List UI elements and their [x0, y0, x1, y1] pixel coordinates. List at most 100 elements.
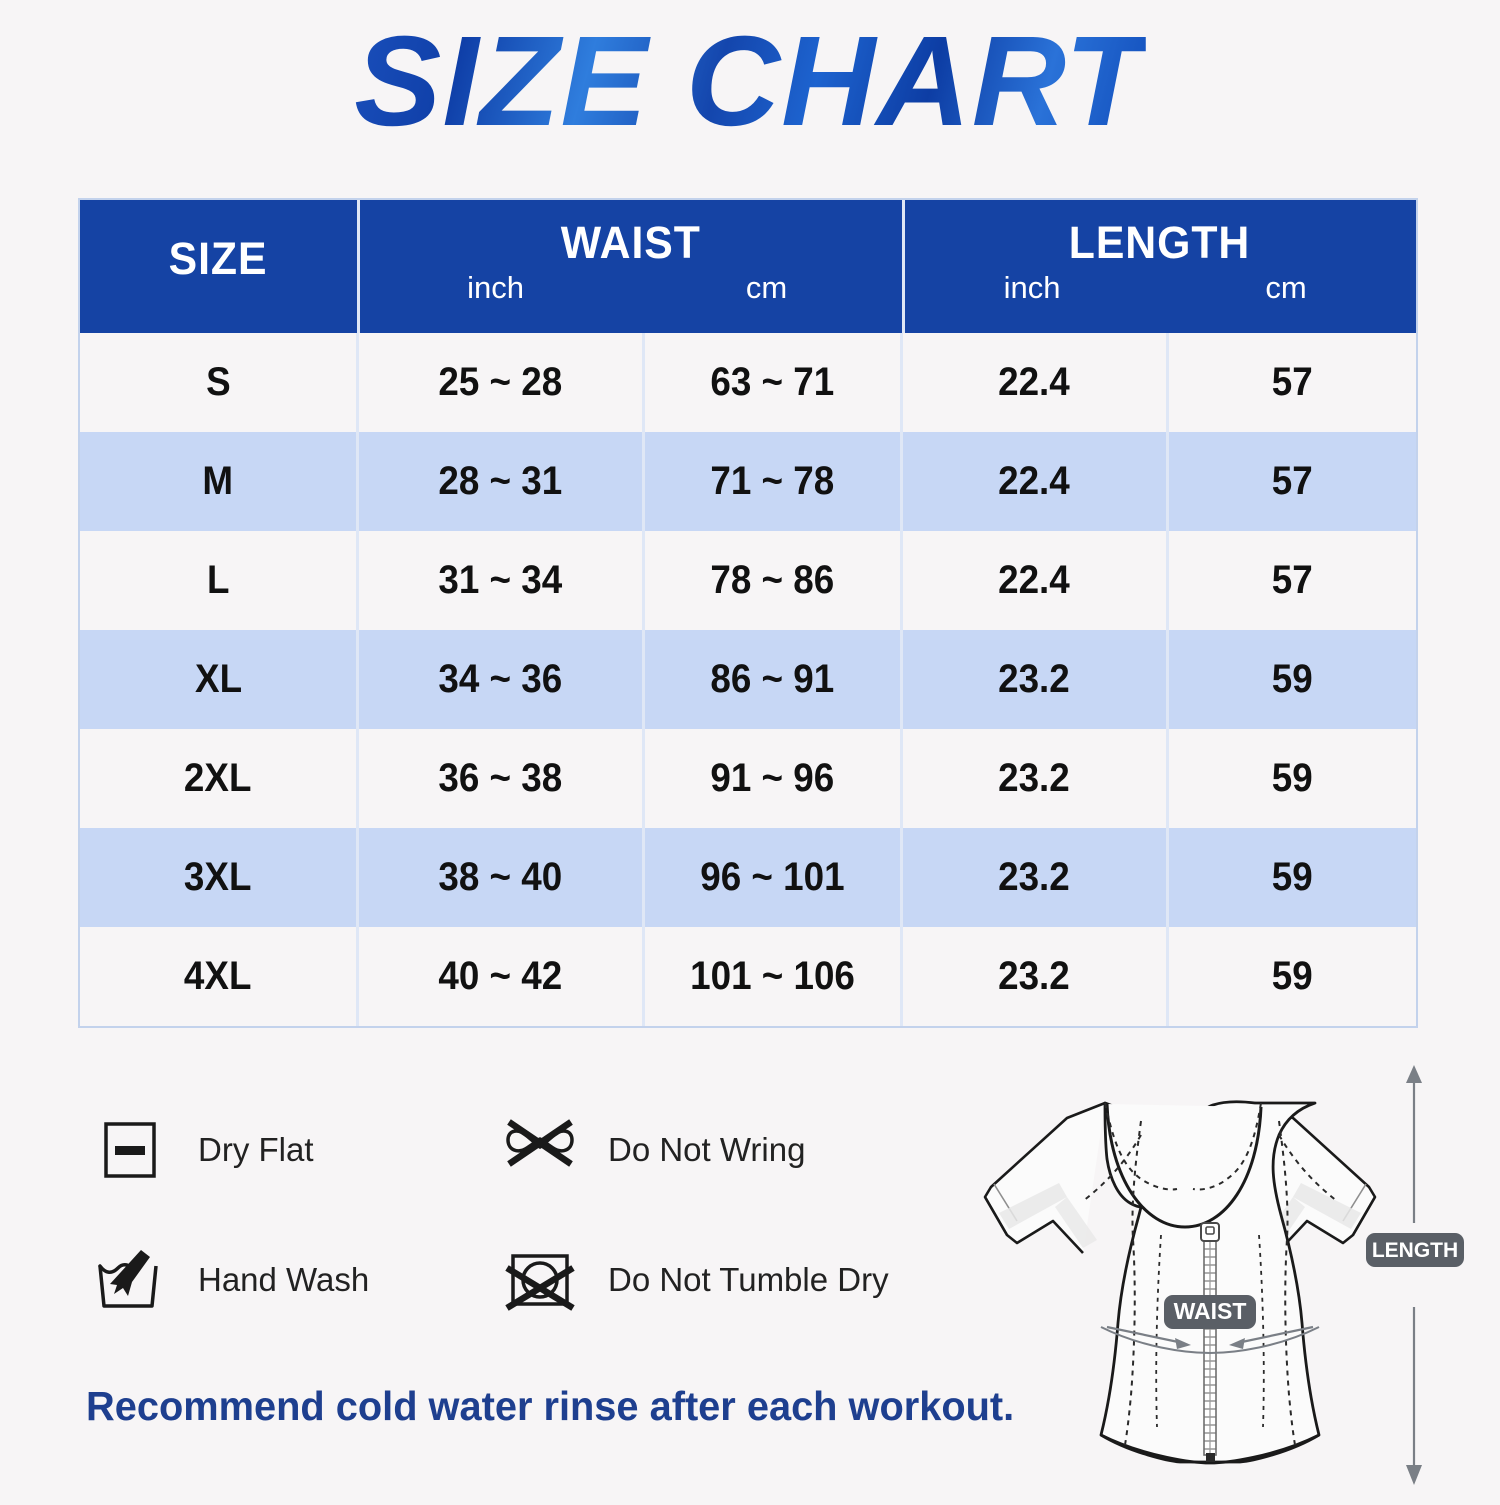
cell-text: 28 ~ 31: [438, 459, 563, 503]
cell-size: S: [80, 333, 360, 432]
cell-length_inch: 22.4: [903, 333, 1169, 432]
cell-text: 63 ~ 71: [710, 360, 835, 404]
cell-text: L: [206, 558, 230, 602]
cell-waist_cm: 78 ~ 86: [645, 531, 903, 630]
cell-text: 91 ~ 96: [710, 756, 835, 800]
cell-waist_cm: 63 ~ 71: [645, 333, 903, 432]
cell-text: 59: [1271, 855, 1313, 899]
cell-waist_inch: 31 ~ 34: [359, 531, 646, 630]
cell-size: 4XL: [80, 927, 360, 1026]
recommendation-note: Recommend cold water rinse after each wo…: [86, 1383, 1015, 1429]
care-item-hand-wash: Hand Wash: [88, 1238, 498, 1322]
cell-length_inch: 23.2: [903, 828, 1169, 927]
cell-text: 22.4: [998, 360, 1070, 404]
care-label-hand-wash: Hand Wash: [198, 1261, 370, 1298]
cell-text: 23.2: [998, 855, 1070, 899]
care-item-do-not-wring: Do Not Wring: [498, 1108, 908, 1192]
cell-waist_inch: 38 ~ 40: [359, 828, 646, 927]
cell-text: 22.4: [998, 459, 1070, 503]
cell-text: 71 ~ 78: [710, 459, 835, 503]
cell-text: 38 ~ 40: [438, 855, 563, 899]
care-instructions: Dry Flat Do Not Wring Hand W: [88, 1108, 988, 1368]
cell-text: 57: [1271, 459, 1313, 503]
cell-waist_cm: 101 ~ 106: [645, 927, 903, 1026]
care-label-do-not-tumble-dry: Do Not Tumble Dry: [608, 1261, 889, 1298]
cell-waist_inch: 40 ~ 42: [359, 927, 646, 1026]
cell-size: L: [80, 531, 360, 630]
table-row: 3XL 38 ~ 40 96 ~ 101 23.2 59: [80, 828, 1416, 927]
cell-text: 22.4: [998, 558, 1070, 602]
length-pill-label: LENGTH: [1372, 1239, 1458, 1262]
cell-length_cm: 59: [1169, 630, 1416, 729]
header-unit-waist-cm: cm: [745, 270, 788, 305]
cell-text: XL: [194, 657, 242, 701]
size-chart-table: SIZE WAIST inch cm LENGTH inch cm S 25 ~ …: [78, 198, 1418, 1028]
zipper: [1200, 1222, 1220, 1462]
cell-text: 86 ~ 91: [710, 657, 835, 701]
cell-text: 59: [1271, 657, 1313, 701]
dry-flat-icon: [88, 1108, 172, 1192]
cell-length_cm: 57: [1169, 333, 1416, 432]
cell-text: 2XL: [184, 756, 252, 800]
cell-waist_inch: 28 ~ 31: [359, 432, 646, 531]
cell-text: 59: [1271, 954, 1313, 998]
table-header-row: SIZE WAIST inch cm LENGTH inch cm: [80, 200, 1416, 333]
header-label-length: LENGTH: [1068, 217, 1250, 268]
cell-size: M: [80, 432, 360, 531]
cell-text: 3XL: [184, 855, 252, 899]
page-title-wrap: SIZE CHART: [0, 18, 1500, 146]
cell-waist_cm: 91 ~ 96: [645, 729, 903, 828]
header-unit-length-cm: cm: [1265, 270, 1307, 305]
care-row-1: Dry Flat Do Not Wring: [88, 1108, 988, 1192]
cell-length_inch: 22.4: [903, 432, 1169, 531]
cell-text: 36 ~ 38: [438, 756, 563, 800]
table-row: XL 34 ~ 36 86 ~ 91 23.2 59: [80, 630, 1416, 729]
cell-waist_inch: 25 ~ 28: [359, 333, 646, 432]
table-row: S 25 ~ 28 63 ~ 71 22.4 57: [80, 333, 1416, 432]
cell-text: 57: [1271, 360, 1313, 404]
cell-text: 23.2: [998, 954, 1070, 998]
cell-length_cm: 59: [1169, 828, 1416, 927]
table-body: S 25 ~ 28 63 ~ 71 22.4 57 M 28 ~ 31 71 ~ 78 22.4…: [80, 333, 1416, 1026]
header-unit-length-inch: inch: [1003, 270, 1061, 305]
do-not-wring-icon: [498, 1108, 582, 1192]
cell-length_inch: 23.2: [903, 729, 1169, 828]
cell-text: 96 ~ 101: [700, 855, 845, 899]
cell-size: 2XL: [80, 729, 360, 828]
cell-length_inch: 22.4: [903, 531, 1169, 630]
cell-text: 59: [1271, 756, 1313, 800]
care-item-do-not-tumble-dry: Do Not Tumble Dry: [498, 1238, 908, 1322]
table-header-length: LENGTH inch cm: [905, 200, 1413, 333]
table-header-waist: WAIST inch cm: [360, 200, 905, 333]
cell-waist_inch: 36 ~ 38: [359, 729, 646, 828]
length-measure-arrow: LENGTH: [1366, 1065, 1464, 1485]
care-label-dry-flat: Dry Flat: [198, 1131, 314, 1168]
care-row-2: Hand Wash Do Not Tumble Dry: [88, 1238, 988, 1322]
table-row: 4XL 40 ~ 42 101 ~ 106 23.2 59: [80, 927, 1416, 1026]
cell-waist_cm: 86 ~ 91: [645, 630, 903, 729]
page-title: SIZE CHART: [354, 10, 1146, 153]
header-label-waist: WAIST: [560, 217, 702, 268]
cell-size: 3XL: [80, 828, 360, 927]
cell-text: 34 ~ 36: [438, 657, 563, 701]
cell-text: 25 ~ 28: [438, 360, 563, 404]
header-units-length: inch cm: [905, 269, 1413, 307]
care-label-do-not-wring: Do Not Wring: [608, 1131, 806, 1168]
cell-text: 31 ~ 34: [438, 558, 563, 602]
table-row: L 31 ~ 34 78 ~ 86 22.4 57: [80, 531, 1416, 630]
cell-length_cm: 59: [1169, 729, 1416, 828]
cell-size: XL: [80, 630, 360, 729]
cell-length_inch: 23.2: [903, 927, 1169, 1026]
cell-text: 40 ~ 42: [438, 954, 563, 998]
care-item-dry-flat: Dry Flat: [88, 1108, 498, 1192]
cell-text: 101 ~ 106: [690, 954, 855, 998]
cell-waist_cm: 71 ~ 78: [645, 432, 903, 531]
cell-waist_cm: 96 ~ 101: [645, 828, 903, 927]
cell-text: 57: [1271, 558, 1313, 602]
cell-length_cm: 59: [1169, 927, 1416, 1026]
waist-measure-arrow: WAIST: [1100, 1295, 1320, 1355]
do-not-tumble-dry-icon: [498, 1238, 582, 1322]
hand-wash-icon: [88, 1238, 172, 1322]
header-label-size: SIZE: [169, 233, 268, 284]
cell-text: 23.2: [998, 657, 1070, 701]
